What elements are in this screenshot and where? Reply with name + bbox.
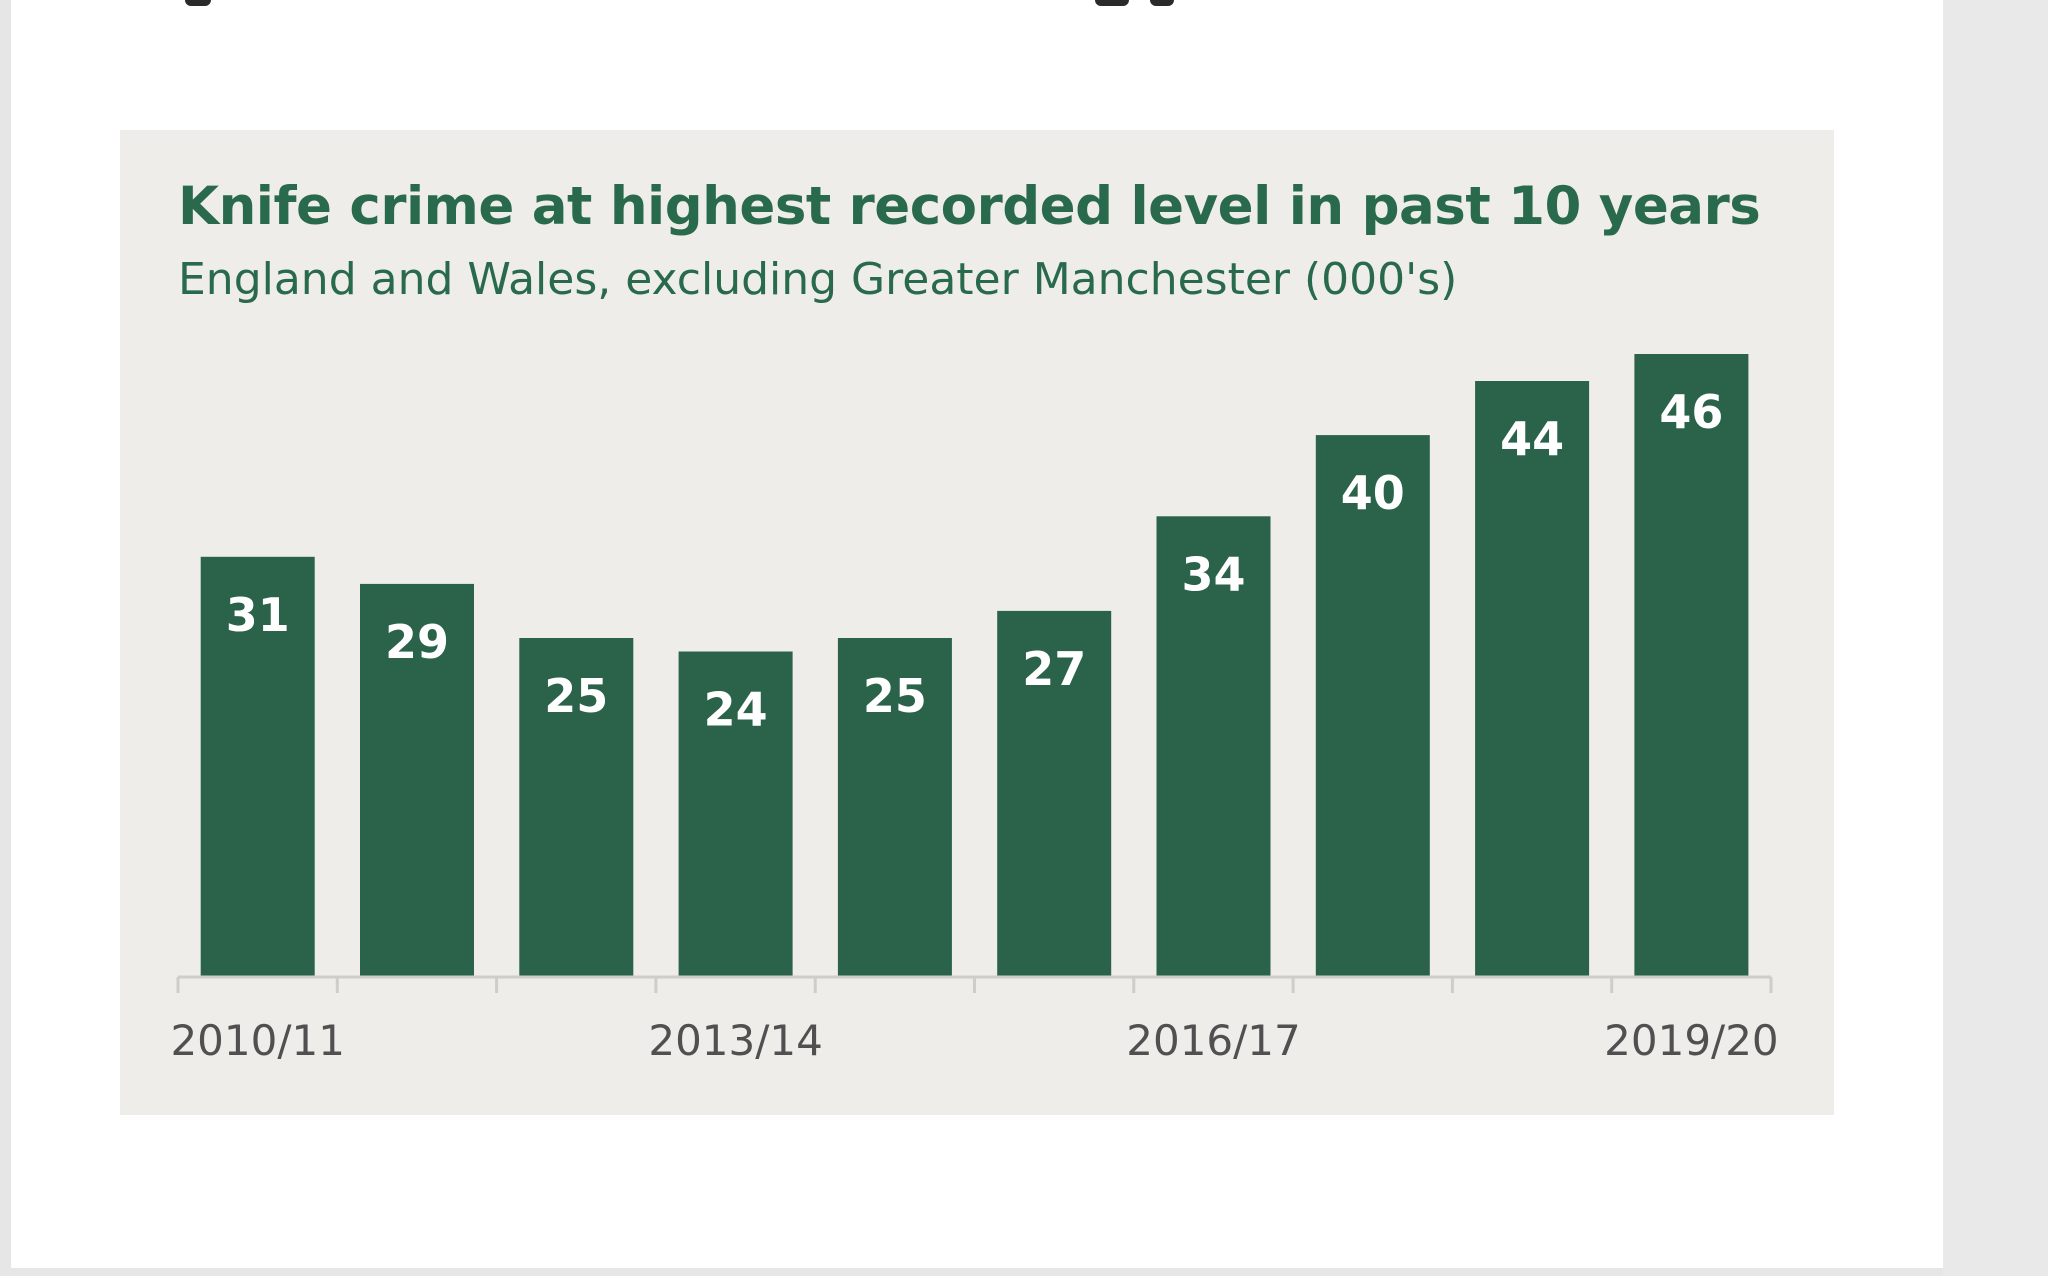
chart-title: Knife crime at highest recorded level in…	[178, 176, 1761, 237]
bar-chart: 31 29 25 24 25 27 34 40 44 46 2010/11 2013/14 2016/1…	[170, 354, 1779, 1065]
right-sidebar	[1943, 0, 2048, 1276]
x-tick-label: 2016/17	[1126, 1016, 1300, 1065]
data-label: 27	[1022, 642, 1086, 696]
x-tick-label: 2019/20	[1604, 1016, 1778, 1065]
data-label: 31	[226, 588, 290, 642]
bar-2018-19	[1475, 381, 1590, 976]
bottom-edge	[0, 1268, 1943, 1276]
x-tick-label: 2013/14	[648, 1016, 822, 1065]
data-label: 40	[1341, 466, 1405, 520]
chart-panel: Knife crime at highest recorded level in…	[120, 130, 1834, 1115]
bar-2016-17	[1156, 516, 1271, 976]
chart-subtitle: England and Wales, excluding Greater Man…	[178, 254, 1458, 305]
data-label: 29	[385, 615, 449, 669]
bar-2017-18	[1315, 435, 1430, 977]
data-label: 44	[1500, 412, 1564, 466]
page-left-edge	[0, 0, 11, 1276]
data-label: 24	[704, 683, 768, 737]
bar-2013-14	[678, 651, 793, 976]
bar-2014-15	[837, 638, 952, 976]
x-tick-label: 2010/11	[170, 1016, 344, 1065]
data-label: 34	[1181, 547, 1245, 601]
data-label: 25	[863, 669, 927, 723]
bar-2010-11	[200, 556, 315, 976]
data-label: 46	[1659, 385, 1723, 439]
bar-2019-20	[1634, 354, 1749, 976]
data-label: 25	[544, 669, 608, 723]
cropped-heading-text	[0, 0, 1943, 6]
bar-2011-12	[360, 583, 474, 976]
bar-2015-16	[997, 610, 1112, 976]
bar-2012-13	[519, 638, 634, 976]
